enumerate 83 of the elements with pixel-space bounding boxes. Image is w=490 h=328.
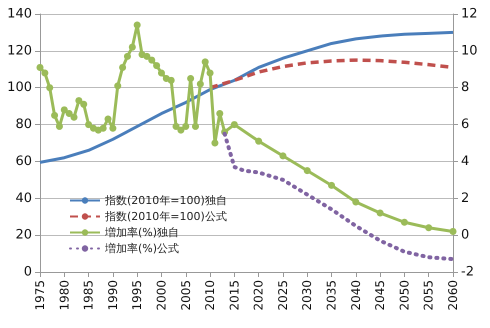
point <box>109 124 116 132</box>
y-tick-label: 80 <box>15 117 32 132</box>
y2-tick-label: 4 <box>461 154 470 169</box>
point <box>70 114 78 121</box>
point <box>230 121 238 128</box>
line-series <box>38 30 454 164</box>
point <box>66 110 73 118</box>
point <box>202 58 209 66</box>
x-tick-label: 1995 <box>130 280 144 311</box>
x-tick-label: 2025 <box>276 280 290 311</box>
y2-tick-label: 8 <box>461 80 470 96</box>
y-tick-label: 0 <box>24 264 32 280</box>
point <box>192 122 199 130</box>
y2-tick-label: -2 <box>461 264 474 280</box>
point <box>196 80 204 88</box>
point <box>206 69 214 76</box>
x-tick-label: 2055 <box>422 280 436 311</box>
point <box>75 97 82 104</box>
point <box>172 122 180 130</box>
point <box>153 62 160 70</box>
legend-label: 指数(2010年=100)公式 <box>104 210 227 223</box>
legend-label: 指数(2010年=100)独自 <box>104 194 227 207</box>
point <box>100 124 107 132</box>
point <box>450 228 456 235</box>
y2-tick-label: 10 <box>461 43 478 58</box>
point <box>148 56 156 64</box>
x-tick-label: 2035 <box>324 280 339 311</box>
y-tick-label: 40 <box>15 190 32 206</box>
point <box>124 52 131 60</box>
point <box>158 69 165 76</box>
x-tick-label: 1975 <box>33 280 47 311</box>
x-tick-label: 2030 <box>300 280 314 311</box>
x-tick-label: 2010 <box>203 280 218 311</box>
y-tick-label: 20 <box>15 228 32 243</box>
point <box>177 126 184 134</box>
point <box>328 182 336 189</box>
point <box>104 116 112 123</box>
y-tick-label: 140 <box>7 6 32 22</box>
point <box>36 64 44 71</box>
y2-tick-label: 6 <box>461 117 470 132</box>
point <box>60 106 68 114</box>
point <box>41 69 48 76</box>
point <box>168 76 175 84</box>
x-tick-label: 2005 <box>178 280 193 311</box>
point <box>255 138 262 145</box>
y-tick-label: 60 <box>15 154 32 169</box>
point <box>182 122 190 130</box>
legend-label: 増加率(%)公式 <box>104 242 180 255</box>
point <box>187 75 194 82</box>
y-tick-label: 120 <box>7 43 32 58</box>
y-tick-label: 100 <box>7 80 32 96</box>
y2-tick-label: 0 <box>461 228 470 243</box>
x-tick-label: 1990 <box>106 280 120 311</box>
x-tick-label: 2050 <box>397 280 412 311</box>
x-tick-label: 2045 <box>373 280 388 311</box>
point <box>352 198 360 206</box>
x-tick-label: 2015 <box>227 280 242 311</box>
point <box>279 152 286 160</box>
x-tick-label: 1985 <box>82 280 96 311</box>
y2-tick-label: 2 <box>461 190 470 206</box>
y2-tick-label: 12 <box>461 6 478 22</box>
point <box>425 224 432 232</box>
point <box>134 22 141 29</box>
legend-label: 増加率(%)独自 <box>104 226 180 239</box>
point <box>56 122 63 130</box>
x-tick-label: 2000 <box>154 280 168 311</box>
x-tick-label: 2020 <box>252 280 266 311</box>
point <box>376 210 384 217</box>
point <box>128 44 136 51</box>
point <box>119 64 126 71</box>
x-tick-label: 2060 <box>446 280 460 311</box>
point <box>51 112 58 119</box>
point <box>85 121 92 128</box>
point <box>80 100 88 108</box>
point <box>216 110 224 118</box>
point <box>114 82 122 90</box>
x-tick-label: 2040 <box>348 280 363 311</box>
point <box>143 52 150 60</box>
point <box>211 140 218 146</box>
x-tick-label: 1980 <box>57 280 72 311</box>
point <box>46 84 54 92</box>
point <box>400 218 408 226</box>
point <box>304 167 311 174</box>
